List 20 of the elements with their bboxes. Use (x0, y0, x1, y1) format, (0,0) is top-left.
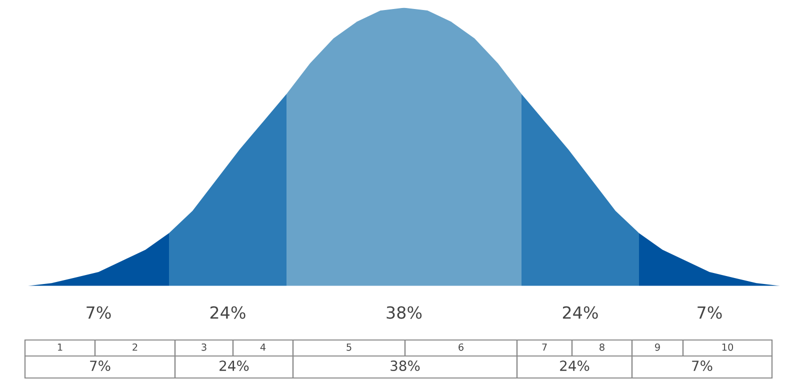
text: 7% (86, 306, 111, 319)
text: 4 (260, 344, 266, 351)
text: 38% (386, 306, 422, 319)
text: 24% (210, 306, 246, 319)
text: 6 (458, 343, 464, 351)
text: 24% (220, 360, 249, 372)
text: 7% (698, 306, 722, 319)
text: 9 (655, 343, 660, 351)
text: 38% (390, 360, 420, 372)
text: 8 (600, 343, 604, 351)
text: 10 (722, 343, 734, 351)
text: 24% (560, 360, 590, 372)
text: 3 (202, 343, 206, 351)
text: 2 (132, 343, 138, 351)
text: 24% (562, 306, 598, 319)
text: 5 (346, 344, 352, 351)
text: 1 (58, 344, 62, 351)
text: 7 (542, 344, 547, 351)
text: 7% (90, 360, 110, 372)
text: 7% (692, 360, 712, 372)
